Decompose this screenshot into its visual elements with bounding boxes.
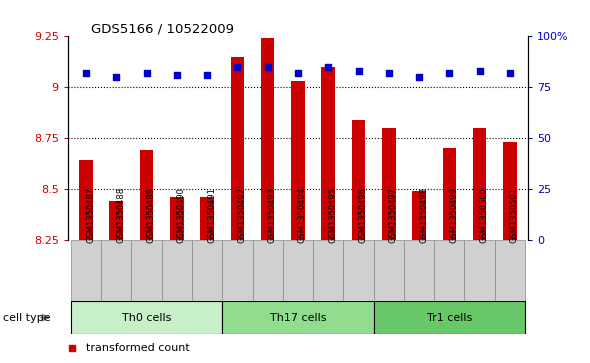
Bar (404, 240, 434, 301)
Text: GSM1350498: GSM1350498 (419, 187, 428, 243)
Point (81, 70, 91, 76)
Bar (101, 240, 132, 301)
Text: GSM1350501: GSM1350501 (510, 187, 519, 243)
Bar (192, 240, 222, 301)
Text: GSM1350488: GSM1350488 (116, 187, 125, 243)
Bar (412, 191, 426, 240)
Point (202, 72, 212, 78)
Point (263, 64, 273, 70)
Bar (382, 128, 395, 240)
Bar (71, 301, 222, 334)
Text: GSM1350496: GSM1350496 (359, 187, 368, 243)
Text: GSM1350491: GSM1350491 (207, 187, 216, 243)
Text: GSM1350490: GSM1350490 (177, 187, 186, 243)
Bar (283, 240, 313, 301)
Bar (373, 301, 525, 334)
Text: GSM1350494: GSM1350494 (298, 187, 307, 243)
Point (142, 70, 151, 76)
Bar (291, 81, 305, 240)
Text: Tr1 cells: Tr1 cells (427, 313, 472, 323)
Bar (434, 240, 464, 301)
Bar (503, 142, 517, 240)
Bar (373, 240, 404, 301)
Bar (253, 240, 283, 301)
Text: Th0 cells: Th0 cells (122, 313, 171, 323)
Text: GSM1350487: GSM1350487 (86, 187, 95, 243)
Text: Th17 cells: Th17 cells (270, 313, 326, 323)
Point (293, 70, 303, 76)
Bar (352, 120, 365, 240)
Point (414, 74, 424, 80)
Point (505, 70, 514, 76)
Point (112, 74, 121, 80)
Text: GSM1350493: GSM1350493 (268, 187, 277, 243)
Bar (473, 128, 486, 240)
Point (445, 70, 454, 76)
Bar (79, 160, 93, 240)
Text: GSM1350497: GSM1350497 (389, 187, 398, 243)
Bar (132, 240, 162, 301)
Text: GSM1350495: GSM1350495 (328, 187, 337, 243)
Text: GDS5166 / 10522009: GDS5166 / 10522009 (91, 22, 234, 35)
Bar (442, 148, 456, 240)
Bar (162, 240, 192, 301)
Bar (322, 67, 335, 240)
Text: cell type: cell type (3, 313, 51, 323)
Bar (110, 201, 123, 240)
Point (475, 68, 484, 74)
Bar (170, 197, 183, 240)
Bar (231, 57, 244, 240)
Bar (464, 240, 495, 301)
Bar (201, 197, 214, 240)
Point (384, 70, 394, 76)
Text: GSM1350499: GSM1350499 (450, 187, 458, 243)
Text: GSM1350492: GSM1350492 (237, 187, 247, 243)
Bar (140, 150, 153, 240)
Text: transformed count: transformed count (86, 343, 190, 354)
Point (323, 64, 333, 70)
Bar (261, 38, 274, 240)
Point (232, 64, 242, 70)
Bar (495, 240, 525, 301)
Point (354, 68, 363, 74)
Text: GSM1350500: GSM1350500 (480, 187, 489, 243)
Bar (343, 240, 373, 301)
Bar (222, 240, 253, 301)
Bar (71, 240, 101, 301)
Text: GSM1350489: GSM1350489 (146, 187, 156, 243)
Bar (222, 301, 373, 334)
Point (172, 72, 182, 78)
Bar (313, 240, 343, 301)
